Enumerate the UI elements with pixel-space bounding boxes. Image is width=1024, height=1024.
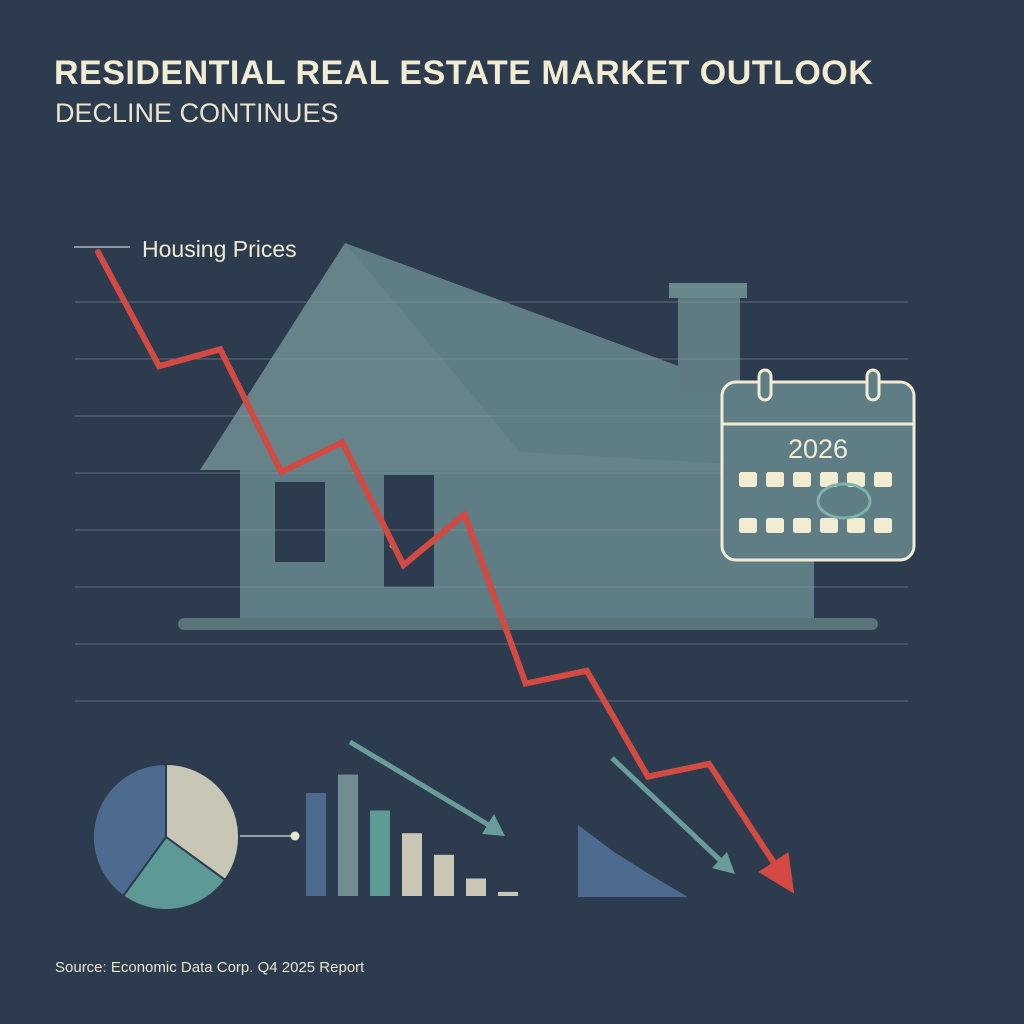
- legend-label: Housing Prices: [142, 236, 297, 262]
- bar: [466, 878, 486, 896]
- down-arrow-icon: [348, 739, 505, 836]
- calendar-day: [766, 518, 784, 533]
- house-door: [384, 475, 434, 587]
- data-point: [522, 680, 529, 687]
- calendar-day: [874, 472, 892, 487]
- bar: [370, 810, 390, 896]
- house-base: [178, 618, 878, 630]
- pie-slice: [121, 835, 227, 912]
- pie-connector-dot: [290, 831, 300, 841]
- calendar-days-grid: [739, 472, 892, 533]
- calendar-day: [820, 518, 838, 533]
- series-points: [95, 249, 774, 860]
- bar: [434, 854, 454, 896]
- down-arrow-icon: [610, 756, 735, 874]
- bar: [498, 891, 518, 896]
- area-chart-icon: [578, 825, 688, 897]
- calendar-ring-left: [757, 368, 773, 402]
- data-point: [400, 562, 407, 569]
- bar: [338, 774, 358, 896]
- calendar-body: [720, 380, 916, 562]
- calendar-day: [766, 472, 784, 487]
- calendar-ring-right: [865, 368, 881, 402]
- calendar-day: [820, 472, 838, 487]
- house-chimney: [678, 292, 740, 392]
- bar: [306, 793, 326, 896]
- data-point: [95, 249, 101, 255]
- calendar-day: [739, 518, 757, 533]
- bar-chart-icon: [306, 774, 518, 896]
- bar: [402, 833, 422, 896]
- calendar-year: 2026: [788, 434, 848, 464]
- data-point: [644, 773, 651, 780]
- house-window: [275, 482, 325, 562]
- house-roof-shade: [345, 243, 838, 470]
- data-point: [278, 469, 285, 475]
- house-chimney-cap: [669, 283, 747, 298]
- housing-prices-line-chart: Housing Prices: [74, 236, 795, 894]
- source-note: Source: Economic Data Corp. Q4 2025 Repo…: [55, 959, 365, 976]
- data-point: [461, 511, 468, 518]
- calendar-highlight-circle: [816, 482, 872, 520]
- calendar-day: [739, 472, 757, 487]
- data-point: [767, 854, 774, 860]
- house-wall: [240, 470, 814, 622]
- area-shape: [578, 825, 688, 897]
- pie-slice: [91, 762, 167, 898]
- calendar-day: [793, 472, 811, 487]
- page-subtitle: DECLINE CONTINUES: [55, 98, 339, 128]
- house-icon: [178, 243, 878, 630]
- page-title: RESIDENTIAL REAL ESTATE MARKET OUTLOOK: [54, 54, 874, 92]
- data-point: [217, 346, 224, 353]
- pie-chart-icon: [91, 762, 240, 912]
- data-point: [583, 667, 590, 674]
- data-point: [156, 363, 163, 370]
- calendar-day: [847, 518, 865, 533]
- data-point: [706, 760, 712, 767]
- calendar-icon: 2026: [720, 368, 916, 562]
- calendar-day: [793, 518, 811, 533]
- pie-slice: [165, 762, 240, 882]
- data-point: [339, 439, 346, 446]
- trend-arrowhead: [758, 852, 795, 894]
- calendar-day: [874, 518, 892, 533]
